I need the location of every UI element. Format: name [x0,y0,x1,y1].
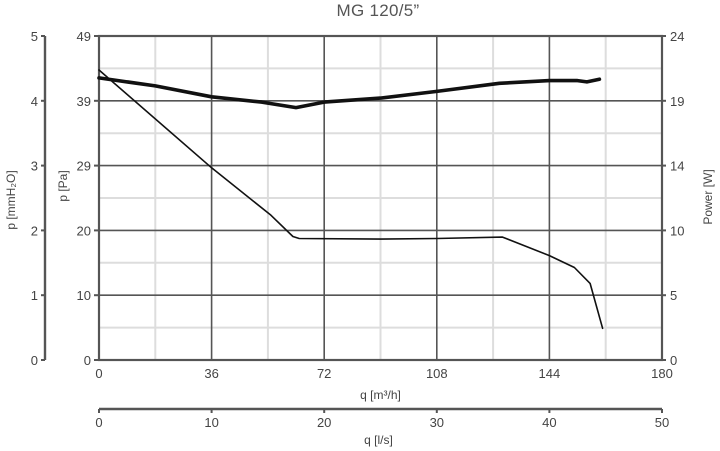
ls-tick-label: 40 [542,415,556,430]
ls-tick-label: 50 [655,415,669,430]
ls-tick-label: 20 [317,415,331,430]
chart-title: MG 120/5” [0,1,720,21]
x-tick-label: 36 [204,366,218,381]
mmh2o-tick-label: 4 [31,94,38,109]
power-tick-label: 5 [670,288,677,303]
x-tick-label: 0 [95,366,102,381]
y-mmh2o-axis-title: p [mmH₂O] [4,170,18,229]
x-tick-label: 108 [426,366,448,381]
power-tick-label: 19 [670,94,684,109]
pa-tick-label: 39 [77,94,91,109]
x-tick-label: 72 [317,366,331,381]
curves [97,69,604,330]
pa-tick-label: 10 [77,288,91,303]
plot-frame [97,34,664,362]
mmh2o-tick-label: 0 [31,353,38,368]
x-tick-label: 180 [651,366,673,381]
pa-tick-label: 0 [84,353,91,368]
chart-title-text: MG 120/5” [336,1,420,20]
power-curve [97,76,602,110]
ls-tick-label: 10 [204,415,218,430]
x-tick-label: 144 [539,366,561,381]
x2-axis-title: q [l/s] [364,433,393,447]
axes [41,34,666,413]
mmh2o-tick-label: 5 [31,29,38,44]
pa-tick-label: 49 [77,29,91,44]
power-tick-label: 14 [670,159,684,174]
minor-grid [99,36,662,360]
power-tick-label: 10 [670,223,684,238]
power-tick-label: 0 [670,353,677,368]
pa-tick-label: 20 [77,223,91,238]
mmh2o-tick-label: 1 [31,288,38,303]
pa-tick-label: 29 [77,159,91,174]
x-axis-title: q [m³/h] [360,388,401,402]
mmh2o-tick-label: 2 [31,223,38,238]
ls-tick-label: 30 [430,415,444,430]
y-power-axis-title: Power [W] [701,169,715,224]
pressure-curve [98,69,604,330]
mmh2o-tick-label: 3 [31,159,38,174]
ls-tick-label: 0 [95,415,102,430]
y-pa-axis-title: p [Pa] [56,170,70,201]
power-tick-label: 24 [670,29,684,44]
